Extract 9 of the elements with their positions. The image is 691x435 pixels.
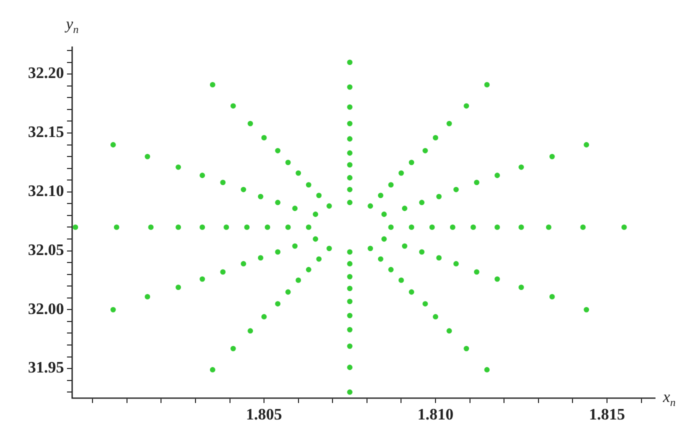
x-tick-label: 1.810	[418, 406, 454, 424]
y-tick-label: 32.00	[28, 300, 64, 318]
y-tick-label: 32.20	[28, 65, 64, 82]
y-tick-label: 31.95	[28, 360, 64, 377]
y-tick-label: 32.10	[28, 183, 64, 200]
y-tick-label: 32.15	[28, 124, 64, 142]
y-tick-label: 32.05	[28, 242, 64, 259]
x-tick-label: 1.805	[246, 406, 282, 424]
x-tick-label: 1.815	[588, 406, 625, 424]
